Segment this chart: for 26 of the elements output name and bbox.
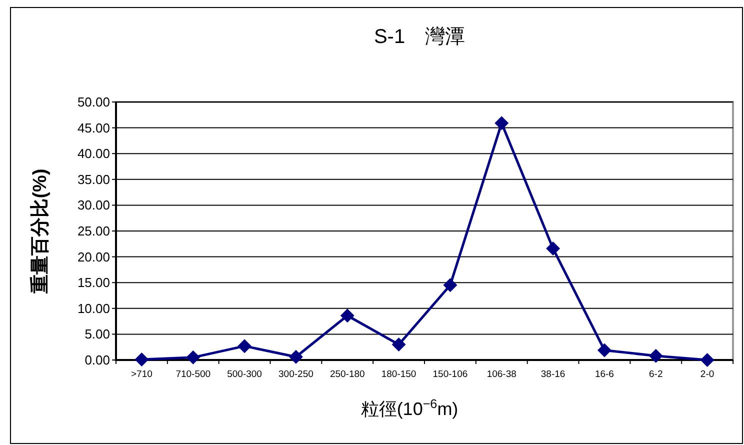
ytick: 25.00	[77, 224, 110, 238]
ylabel: 重量百分比(%)	[30, 168, 51, 294]
ytick: 5.00	[84, 326, 110, 342]
ytick: 40.00	[77, 146, 110, 162]
xtick: 250-180	[330, 369, 365, 380]
ytick: 30.00	[77, 198, 110, 213]
ytick: 0.00	[84, 352, 110, 368]
ytick: 20.00	[77, 249, 110, 264]
xtick: 710-500	[176, 369, 211, 380]
xtick: 150-106	[432, 369, 468, 380]
xtick: 2-0	[700, 369, 714, 380]
xtick: 106-38	[486, 369, 516, 380]
title: S-1 灣潭	[374, 26, 466, 48]
xtick: >710	[131, 369, 152, 380]
xlabel: 粒徑(10$^{−6}$m)	[360, 397, 458, 419]
ytick: 50.00	[77, 94, 110, 110]
ytick: 10.00	[77, 300, 110, 316]
xtick: 500-300	[227, 369, 262, 380]
xtick: 6-2	[649, 369, 663, 380]
ytick: 35.00	[77, 172, 110, 187]
ytick: 15.00	[77, 275, 110, 290]
xtick: 38-16	[540, 369, 566, 380]
xtick: 16-6	[594, 369, 614, 380]
xtick: 300-250	[278, 369, 314, 380]
xtick: 180-150	[381, 369, 416, 380]
ytick: 45.00	[77, 120, 110, 136]
